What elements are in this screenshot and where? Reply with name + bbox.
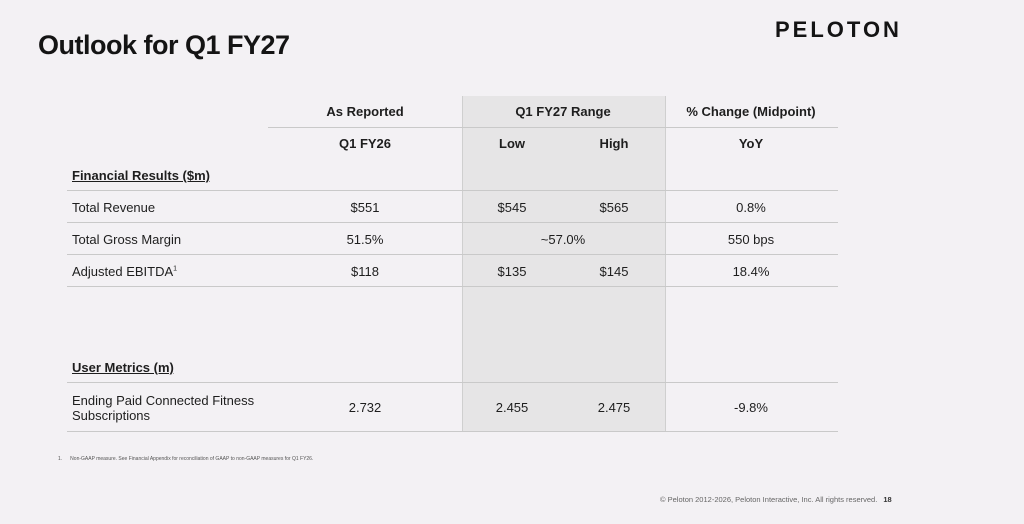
cell-high: $565 <box>599 200 629 215</box>
cell-change: 0.8% <box>736 200 766 215</box>
subheader-period: Q1 FY26 <box>338 136 392 151</box>
subheader-yoy: YoY <box>738 136 764 151</box>
cell-range: ~57.0% <box>540 232 586 247</box>
range-column-shade <box>462 96 666 432</box>
row-label-subscriptions: Ending Paid Connected Fitness Subscripti… <box>72 393 255 423</box>
header-divider <box>268 127 838 128</box>
row-divider <box>67 254 838 255</box>
cell-low: $545 <box>497 200 527 215</box>
row-label-total-revenue: Total Revenue <box>72 200 156 215</box>
footnote: 1. Non-GAAP measure. See Financial Append… <box>58 456 313 462</box>
cell-high: $145 <box>599 264 629 279</box>
copyright-footer: © Peloton 2012-2026, Peloton Interactive… <box>660 495 892 504</box>
cell-reported: 51.5% <box>346 232 384 247</box>
row-label-gross-margin: Total Gross Margin <box>72 232 182 247</box>
row-divider <box>67 190 838 191</box>
footnote-text: Non-GAAP measure. See Financial Appendix… <box>70 456 314 462</box>
section-financial-results: Financial Results ($m) <box>72 168 210 183</box>
cell-change: 550 bps <box>727 232 775 247</box>
cell-low: 2.455 <box>495 400 529 415</box>
header-as-reported: As Reported <box>326 104 404 119</box>
cell-low: $135 <box>497 264 527 279</box>
cell-change: 18.4% <box>732 264 770 279</box>
page-number: 18 <box>883 495 892 504</box>
cell-reported: $551 <box>350 200 380 215</box>
header-pct-change: % Change (Midpoint) <box>686 104 816 119</box>
subheader-low: Low <box>499 136 525 151</box>
row-divider <box>67 286 838 287</box>
cell-reported: 2.732 <box>348 400 382 415</box>
header-range: Q1 FY27 Range <box>515 104 611 119</box>
copyright-text: © Peloton 2012-2026, Peloton Interactive… <box>660 495 878 504</box>
section-user-metrics: User Metrics (m) <box>72 360 174 375</box>
subheader-high: High <box>599 136 629 151</box>
row-divider <box>67 382 838 383</box>
row-label-adjusted-ebitda: Adjusted EBITDA1 <box>72 264 177 279</box>
peloton-logo: PELOTON <box>775 17 902 42</box>
cell-reported: $118 <box>351 264 379 279</box>
page-title: Outlook for Q1 FY27 <box>38 30 290 60</box>
footnote-number: 1. <box>58 456 63 462</box>
footnote-marker: 1 <box>173 265 178 273</box>
cell-change: -9.8% <box>734 400 768 415</box>
row-label-text: Adjusted EBITDA <box>72 264 174 279</box>
row-divider <box>67 222 838 223</box>
row-divider <box>67 431 838 432</box>
cell-high: 2.475 <box>597 400 631 415</box>
